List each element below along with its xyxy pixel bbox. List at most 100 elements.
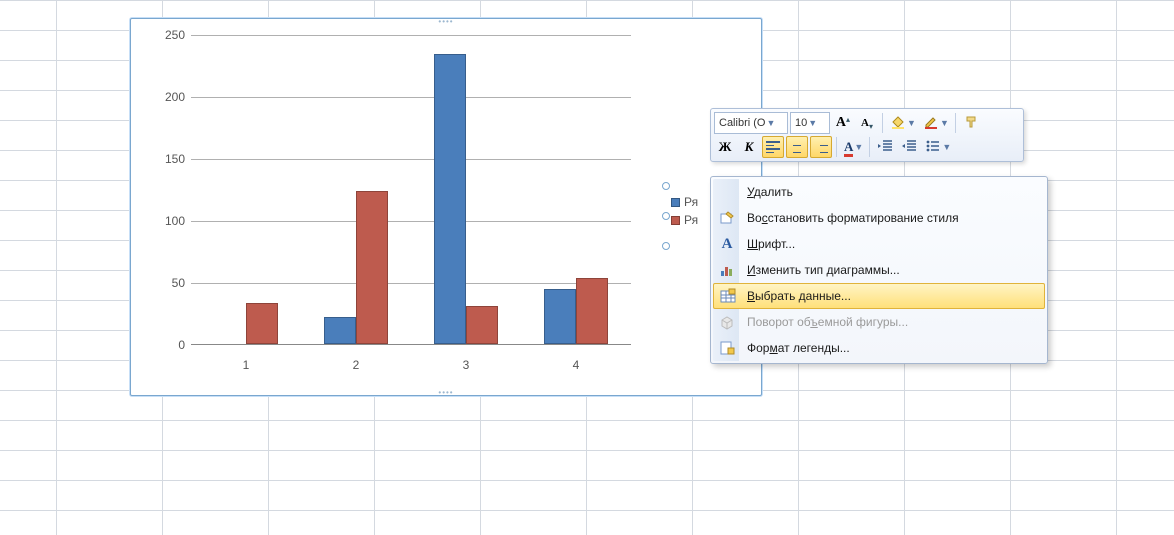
grow-font-button[interactable]: A ▴ xyxy=(832,112,854,134)
paint-bucket-icon xyxy=(890,114,906,133)
font-icon: A xyxy=(717,234,737,254)
none-icon xyxy=(717,182,737,202)
chevron-down-icon: ▼ xyxy=(906,118,917,128)
font-size-value: 10 xyxy=(795,117,807,129)
font-name-select[interactable]: Calibri (О ▼ xyxy=(714,112,788,134)
chart-y-tick-label: 50 xyxy=(155,276,185,290)
bullets-button[interactable]: ▼ xyxy=(922,136,953,158)
chevron-down-icon: ▼ xyxy=(939,118,950,128)
legend-handle[interactable] xyxy=(662,242,670,250)
chart-x-tick-label: 2 xyxy=(311,358,401,372)
format-icon xyxy=(717,338,737,358)
font-size-select[interactable]: 10 ▼ xyxy=(790,112,830,134)
chart-bar[interactable] xyxy=(324,317,356,344)
chevron-down-icon: ▼ xyxy=(807,118,818,128)
chart-gridline xyxy=(191,97,631,98)
reset-icon xyxy=(717,208,737,228)
chart-bar[interactable] xyxy=(356,191,388,344)
context-menu-item-rotate_3d: Поворот объемной фигуры... xyxy=(713,309,1045,335)
legend-handle[interactable] xyxy=(662,182,670,190)
arrow-down-icon: ▾ xyxy=(869,122,873,131)
context-menu-item-label: Поворот объемной фигуры... xyxy=(747,315,908,329)
chart-gridline xyxy=(191,221,631,222)
font-color-icon: A xyxy=(844,139,853,155)
format-painter-button[interactable] xyxy=(960,112,982,134)
chart-gridline xyxy=(191,159,631,160)
context-menu-item-delete[interactable]: Удалить xyxy=(713,179,1045,205)
align-right-icon xyxy=(814,141,828,153)
context-menu-item-change_type[interactable]: Изменить тип диаграммы... xyxy=(713,257,1045,283)
legend-swatch xyxy=(671,198,680,207)
toolbar-separator xyxy=(955,113,956,133)
arrow-up-icon: ▴ xyxy=(846,115,850,124)
font-name-value: Calibri (О xyxy=(719,117,765,129)
shrink-font-icon: A xyxy=(861,117,869,129)
chart-bar[interactable] xyxy=(576,278,608,344)
chart-bar[interactable] xyxy=(544,289,576,344)
context-menu-item-select_data[interactable]: Выбрать данные... xyxy=(713,283,1045,309)
chart-gridline xyxy=(191,35,631,36)
chart-bar[interactable] xyxy=(466,306,498,344)
context-menu-item-font[interactable]: A Шрифт... xyxy=(713,231,1045,257)
chart-y-tick-label: 250 xyxy=(155,28,185,42)
context-menu-item-reset_style[interactable]: Восстановить форматирование стиля xyxy=(713,205,1045,231)
grid-icon xyxy=(718,286,738,306)
increase-indent-icon xyxy=(901,139,917,156)
align-center-button[interactable] xyxy=(786,136,808,158)
context-menu-item-label: Выбрать данные... xyxy=(747,289,851,303)
legend-label: Ря xyxy=(684,213,698,227)
border-color-button[interactable]: ▼ xyxy=(920,112,951,134)
mini-toolbar: Calibri (О ▼ 10 ▼ A ▴ A ▾ ▼ ▼ xyxy=(710,108,1024,162)
chart-icon xyxy=(717,260,737,280)
context-menu-item-label: Формат легенды... xyxy=(747,341,850,355)
italic-icon: К xyxy=(745,139,754,155)
bold-button[interactable]: Ж xyxy=(714,136,736,158)
context-menu: Удалить Восстановить форматирование стиля… xyxy=(710,176,1048,364)
chart-gridline xyxy=(191,283,631,284)
increase-indent-button[interactable] xyxy=(898,136,920,158)
toolbar-separator xyxy=(869,137,870,157)
context-menu-item-label: Шрифт... xyxy=(747,237,795,251)
context-menu-item-label: Восстановить форматирование стиля xyxy=(747,211,959,225)
shrink-font-button[interactable]: A ▾ xyxy=(856,112,878,134)
decrease-indent-button[interactable] xyxy=(874,136,896,158)
legend-label: Ря xyxy=(684,195,698,209)
chart-y-tick-label: 200 xyxy=(155,90,185,104)
chart-bar[interactable] xyxy=(246,303,278,344)
fill-color-button[interactable]: ▼ xyxy=(887,112,918,134)
align-left-button[interactable] xyxy=(762,136,784,158)
chevron-down-icon: ▼ xyxy=(765,118,776,128)
legend-swatch xyxy=(671,216,680,225)
pencil-icon xyxy=(923,114,939,133)
font-color-button[interactable]: A ▼ xyxy=(841,136,865,158)
bold-icon: Ж xyxy=(719,139,732,155)
chart-y-tick-label: 100 xyxy=(155,214,185,228)
italic-button[interactable]: К xyxy=(738,136,760,158)
brush-icon xyxy=(963,114,979,133)
align-center-icon xyxy=(790,141,804,153)
toolbar-separator xyxy=(836,137,837,157)
context-menu-item-format_legend[interactable]: Формат легенды... xyxy=(713,335,1045,361)
chart-x-tick-label: 3 xyxy=(421,358,511,372)
chart-y-tick-label: 0 xyxy=(155,338,185,352)
chart-x-tick-label: 4 xyxy=(531,358,621,372)
decrease-indent-icon xyxy=(877,139,893,156)
chart-x-tick-label: 1 xyxy=(201,358,291,372)
context-menu-item-label: Изменить тип диаграммы... xyxy=(747,263,900,277)
grow-font-icon: A xyxy=(836,115,846,131)
bullets-icon xyxy=(925,139,941,156)
context-menu-item-label: Удалить xyxy=(747,185,793,199)
chart-plot-area: 0501001502002501234 xyxy=(191,35,631,345)
toolbar-separator xyxy=(882,113,883,133)
align-left-icon xyxy=(766,141,780,153)
legend-handle[interactable] xyxy=(662,212,670,220)
chart-y-tick-label: 150 xyxy=(155,152,185,166)
cube-icon xyxy=(717,312,737,332)
align-right-button[interactable] xyxy=(810,136,832,158)
chart-object[interactable]: •••• •••• 0501001502002501234 РяРя xyxy=(130,18,762,396)
chevron-down-icon: ▼ xyxy=(853,142,864,152)
chart-handle-top[interactable]: •••• xyxy=(438,17,453,26)
chevron-down-icon: ▼ xyxy=(941,142,952,152)
chart-handle-bottom[interactable]: •••• xyxy=(438,388,453,397)
chart-bar[interactable] xyxy=(434,54,466,344)
